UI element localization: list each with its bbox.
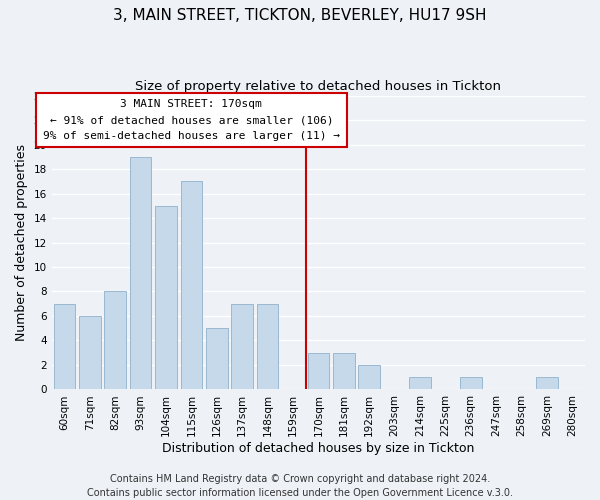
Bar (155, 206, 177, 390)
Text: 3, MAIN STREET, TICKTON, BEVERLEY, HU17 9SH: 3, MAIN STREET, TICKTON, BEVERLEY, HU17 … (113, 8, 487, 22)
Bar (257, 304, 278, 390)
Bar (308, 352, 329, 390)
Y-axis label: Number of detached properties: Number of detached properties (15, 144, 28, 341)
X-axis label: Distribution of detached houses by size in Tickton: Distribution of detached houses by size … (162, 442, 475, 455)
Bar (232, 304, 253, 390)
Bar (206, 328, 227, 390)
Bar (79, 316, 101, 390)
Bar (358, 365, 380, 390)
Bar (536, 377, 557, 390)
Bar (333, 352, 355, 390)
Bar (181, 182, 202, 390)
Bar (130, 157, 151, 390)
Bar (104, 292, 126, 390)
Bar (460, 377, 482, 390)
Title: Size of property relative to detached houses in Tickton: Size of property relative to detached ho… (136, 80, 502, 93)
Text: 3 MAIN STREET: 170sqm
← 91% of detached houses are smaller (106)
9% of semi-deta: 3 MAIN STREET: 170sqm ← 91% of detached … (43, 100, 340, 140)
Text: Contains HM Land Registry data © Crown copyright and database right 2024.
Contai: Contains HM Land Registry data © Crown c… (87, 474, 513, 498)
Bar (53, 304, 75, 390)
Bar (409, 377, 431, 390)
